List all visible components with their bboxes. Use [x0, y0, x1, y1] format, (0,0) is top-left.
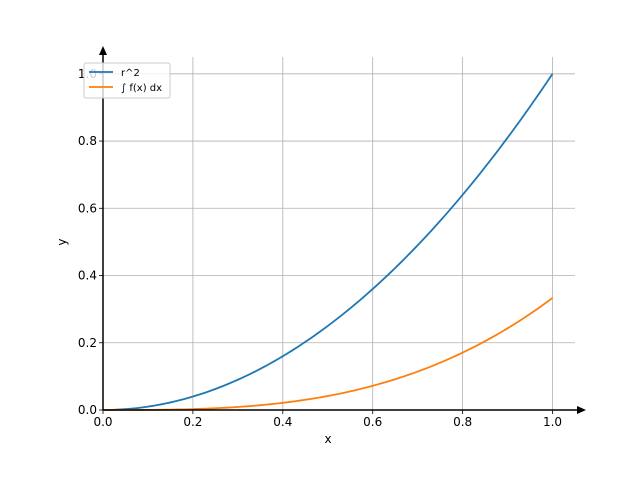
- grid: [103, 57, 575, 410]
- x-axis-label: x: [324, 432, 331, 446]
- y-tick-label: 0.8: [78, 134, 97, 148]
- series-layer: [102, 73, 554, 411]
- y-axis-label: y: [55, 238, 69, 245]
- legend: r^2 ∫ f(x) dx: [83, 62, 171, 99]
- x-tick-label: 0.8: [453, 415, 472, 429]
- y-tick-label: 0.6: [78, 201, 97, 215]
- axes: [99, 46, 586, 414]
- tick-labels: 0.00.20.40.60.81.00.00.20.40.60.81.0: [78, 67, 562, 429]
- y-axis-arrow: [99, 46, 107, 55]
- legend-label-1: r^2: [121, 68, 140, 79]
- x-tick-label: 0.0: [93, 415, 112, 429]
- legend-label-2: ∫ f(x) dx: [121, 83, 162, 94]
- x-tick-label: 0.4: [273, 415, 292, 429]
- y-tick-label: 0.2: [78, 336, 97, 350]
- series-line-1: [102, 73, 554, 411]
- x-tick-label: 0.2: [183, 415, 202, 429]
- x-tick-label: 1.0: [543, 415, 562, 429]
- series-line-2: [103, 297, 554, 411]
- y-tick-label: 0.0: [78, 403, 97, 417]
- x-tick-label: 0.6: [363, 415, 382, 429]
- x-axis-arrow: [577, 406, 586, 414]
- y-tick-label: 0.4: [78, 269, 97, 283]
